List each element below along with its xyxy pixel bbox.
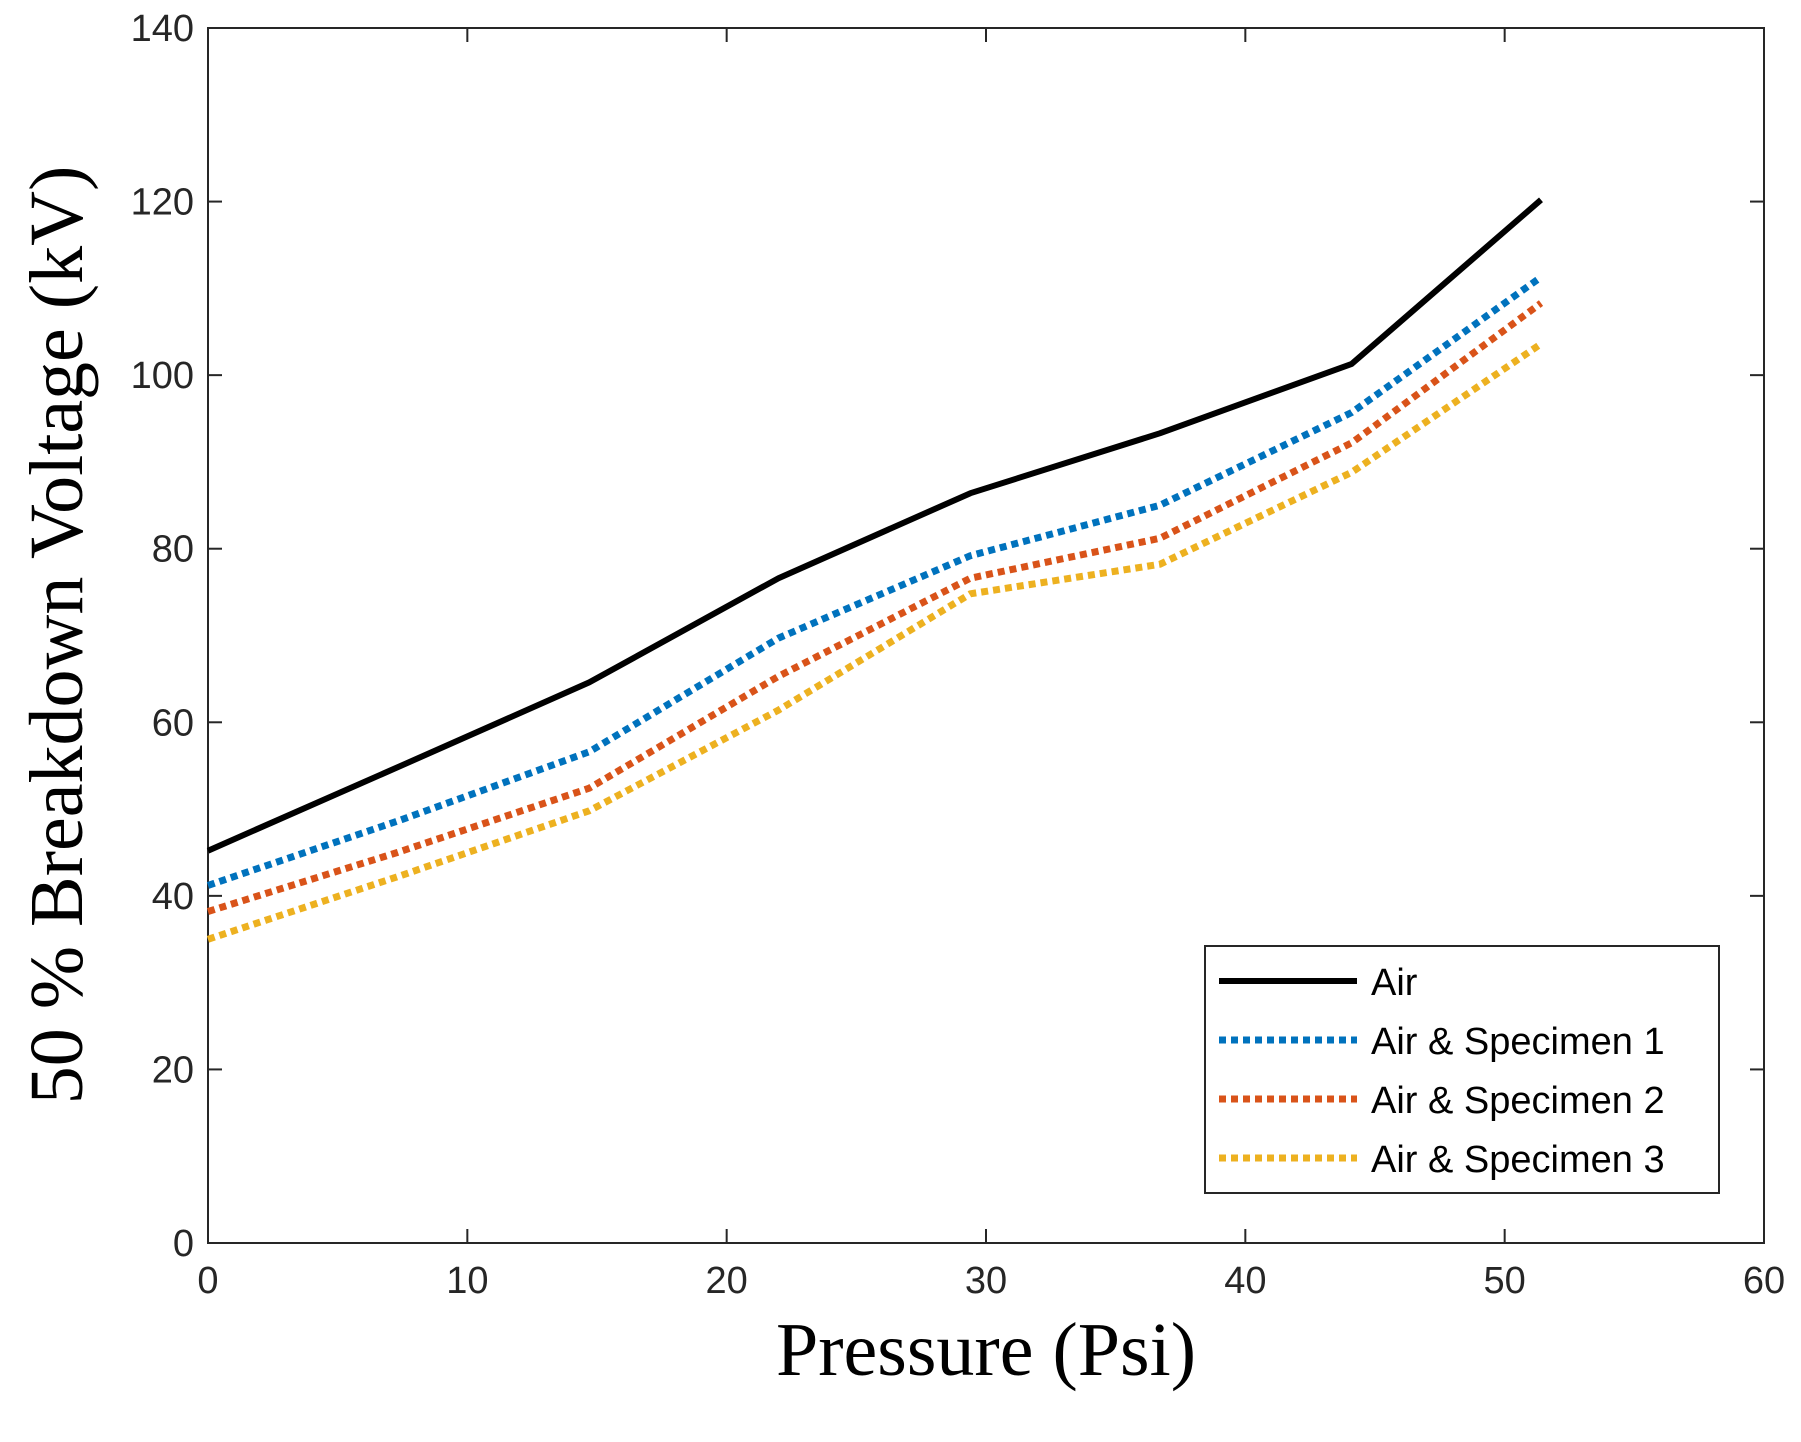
x-tick-label: 20: [706, 1260, 748, 1302]
x-tick-label: 40: [1224, 1260, 1266, 1302]
series-line-3: [206, 300, 1544, 915]
series-line-1: [206, 197, 1543, 854]
legend-label-air: Air: [1371, 962, 1418, 1004]
x-tick-label: 60: [1743, 1260, 1785, 1302]
legend-label-specimen-3: Air & Specimen 3: [1371, 1139, 1665, 1181]
series-line-4: [206, 341, 1543, 943]
y-tick-label: 40: [152, 876, 194, 918]
series-line-2: [206, 274, 1544, 889]
series-lines: [206, 197, 1544, 943]
legend: Air Air & Specimen 1 Air & Specimen 2 Ai…: [1204, 945, 1720, 1194]
x-tick-label: 50: [1484, 1260, 1526, 1302]
y-tick-label: 80: [152, 529, 194, 571]
legend-label-specimen-1: Air & Specimen 1: [1371, 1021, 1665, 1063]
y-tick-label: 100: [131, 355, 194, 397]
axis-ticks: 0 10 20 30 40 50 60 0 20 40 60 80 100 120 140: [131, 8, 1786, 1302]
legend-label-specimen-2: Air & Specimen 2: [1371, 1080, 1665, 1122]
y-tick-label: 0: [173, 1223, 194, 1265]
y-tick-label: 140: [131, 8, 194, 50]
x-axis-title: Pressure (Psi): [776, 1308, 1196, 1392]
y-tick-label: 60: [152, 702, 194, 744]
x-tick-label: 10: [446, 1260, 488, 1302]
x-tick-label: 0: [197, 1260, 218, 1302]
y-tick-label: 20: [152, 1049, 194, 1091]
x-tick-label: 30: [965, 1260, 1007, 1302]
y-tick-label: 120: [131, 182, 194, 224]
legend-box: [1204, 945, 1720, 1194]
y-axis-title: 50 % Breakdown Voltage (kV): [15, 166, 99, 1105]
